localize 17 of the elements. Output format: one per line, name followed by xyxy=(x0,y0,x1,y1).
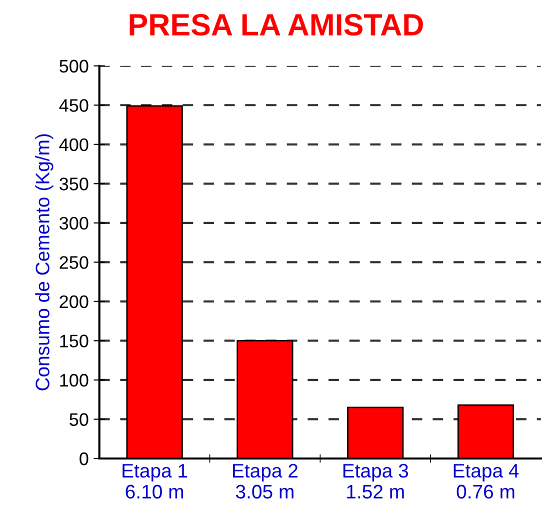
y-axis-title: Consumo de Cemento (Kg/m) xyxy=(35,134,54,390)
x-tick-label: Etapa 2 3.05 m xyxy=(233,464,298,499)
y-tick-label: 150 xyxy=(60,334,88,348)
x-tick-label: Etapa 3 1.52 m xyxy=(343,464,408,499)
y-tick-label: 350 xyxy=(60,178,88,190)
y-tick-label: 500 xyxy=(60,60,88,73)
chart-title: PRESA LA AMISTAD xyxy=(130,14,423,36)
y-tick-label: 50 xyxy=(70,413,88,426)
y-tick-label: 100 xyxy=(60,374,88,387)
y-tick-label: 450 xyxy=(59,99,88,112)
x-tick-label: Etapa 4 0.76 m xyxy=(454,464,519,499)
y-tick-label: 200 xyxy=(60,295,88,308)
y-tick-label: 300 xyxy=(60,216,88,230)
x-tick-label: Etapa 1 6.10 m xyxy=(122,464,188,499)
y-tick-label: 400 xyxy=(59,138,88,152)
y-tick-label: 0 xyxy=(80,452,88,466)
y-tick-label: 250 xyxy=(60,256,88,269)
